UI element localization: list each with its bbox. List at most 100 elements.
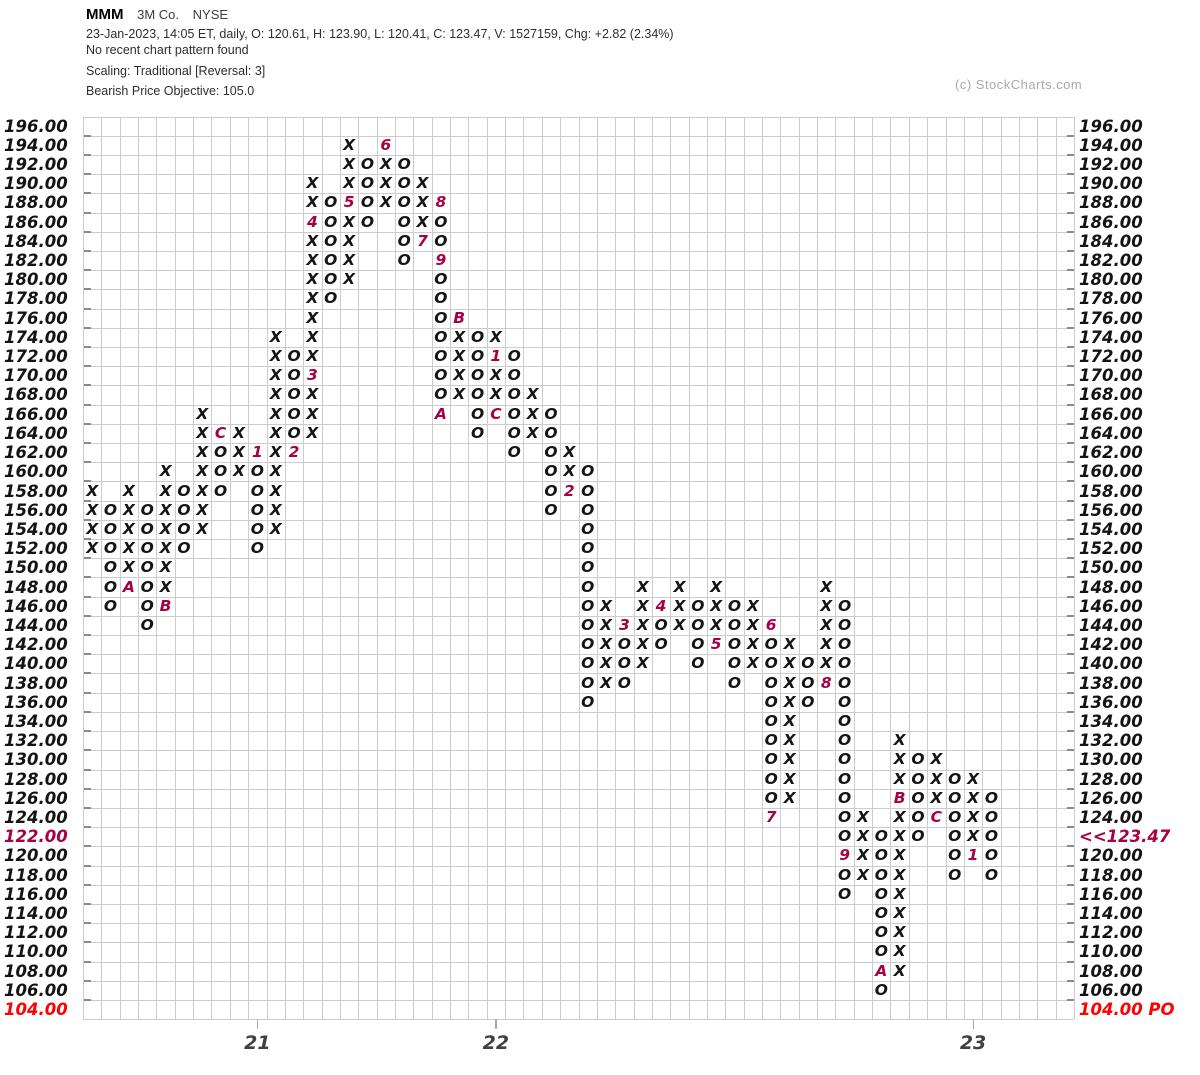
right-axis-tick [1066,787,1074,790]
pnf-glyph-o: O [287,404,301,423]
pnf-glyph-x: X [343,212,356,231]
pnf-glyph-o: O [691,596,705,615]
left-axis-tick [83,768,91,771]
pnf-glyph-o: O [140,519,154,538]
pnf-glyph-x: X [783,788,796,807]
pnf-glyph-x: X [306,251,319,270]
gridline-vertical [817,116,819,1020]
left-axis-tick [83,979,91,982]
pnf-glyph-x: X [930,750,943,769]
pnf-glyph-o: O [838,788,852,807]
pnf-month-marker: B [159,596,172,615]
pnf-month-marker: 5 [343,193,355,212]
pnf-glyph-o: O [470,385,485,404]
gridline-vertical [743,116,745,1020]
price-label-right: <<123.47 [1079,827,1171,847]
pnf-glyph-o: O [250,462,264,481]
gridline-horizontal [83,174,1074,176]
gridline-horizontal [83,443,1074,444]
left-axis-tick [83,576,91,579]
pnf-glyph-o: O [764,654,778,673]
price-label-left: 150.00 [4,558,68,578]
gridline-horizontal [83,116,1074,118]
pnf-glyph-o: O [874,904,888,923]
price-label-left: 190.00 [4,174,68,194]
pnf-glyph-x: X [967,808,980,827]
pnf-glyph-o: O [874,865,888,884]
pnf-glyph-o: O [874,980,888,999]
pnf-glyph-o: O [838,884,852,903]
left-axis-tick [83,557,91,560]
pnf-glyph-o: O [911,808,925,827]
pnf-glyph-o: O [434,327,448,346]
pnf-glyph-o: O [838,711,852,730]
price-label-right: 174.00 [1079,327,1143,347]
gridline-horizontal [83,404,1074,406]
pnf-glyph-x: X [122,519,135,538]
gridline-vertical [780,116,782,1020]
gridline-horizontal [83,366,1074,368]
pnf-glyph-o: O [140,558,154,577]
gridline-vertical [83,116,84,1020]
ticker-symbol: MMM [86,6,124,23]
gridline-horizontal [83,711,1074,713]
left-axis-tick [83,288,91,291]
gridline-horizontal [83,884,1074,886]
pnf-month-marker: A [434,404,447,423]
pnf-glyph-o: O [397,251,411,270]
left-axis-tick [83,173,91,176]
left-axis-tick [83,691,91,694]
pnf-glyph-x: X [269,519,282,538]
pnf-glyph-x: X [122,481,135,500]
right-axis-tick [1066,845,1074,848]
pnf-month-marker: B [453,308,466,327]
right-axis-tick [1066,806,1074,809]
pnf-glyph-x: X [783,635,796,654]
price-label-right: 104.00 PO [1079,1000,1175,1020]
gridline-horizontal [83,270,1074,272]
pnf-month-marker: 4 [655,596,667,615]
pnf-glyph-o: O [324,193,338,212]
pnf-glyph-x: X [600,615,612,634]
gridline-horizontal [83,135,1074,137]
left-axis-tick [83,710,91,713]
price-label-right: 140.00 [1079,654,1143,674]
pnf-glyph-x: X [306,308,319,327]
right-axis-tick [1066,749,1074,752]
left-axis-tick [83,365,91,368]
pnf-glyph-o: O [581,577,595,596]
left-axis-tick [83,595,91,598]
pnf-glyph-x: X [673,615,686,634]
price-label-left: 110.00 [4,942,68,962]
pnf-glyph-x: X [196,443,209,462]
pnf-glyph-x: X [159,577,172,596]
pnf-glyph-x: X [893,923,906,942]
right-axis-tick [1066,403,1074,406]
pnf-glyph-o: O [581,481,595,500]
gridline-horizontal [83,615,1074,617]
pnf-glyph-x: X [489,327,502,346]
gridline-vertical [119,116,121,1020]
price-label-left: 146.00 [4,596,68,616]
pnf-glyph-o: O [764,635,778,654]
pnf-glyph-x: X [343,155,356,173]
year-tick [972,1019,975,1030]
pnf-glyph-o: O [507,366,521,385]
pnf-glyph-x: X [526,404,539,423]
pnf-glyph-o: O [177,500,191,519]
pnf-glyph-x: X [453,385,466,404]
pnf-glyph-x: X [856,846,869,865]
pnf-glyph-x: X [269,443,282,462]
pnf-glyph-x: X [710,596,723,615]
left-axis-tick [83,941,91,944]
left-axis-tick [83,192,91,195]
left-axis-tick [83,960,91,963]
pnf-glyph-o: O [764,731,778,750]
gridline-horizontal [83,942,1074,944]
right-axis-tick [1066,653,1074,656]
year-label: 22 [482,1032,510,1055]
pnf-glyph-x: X [453,327,466,346]
pnf-glyph-x: X [196,500,209,519]
pnf-glyph-x: X [636,577,649,596]
pnf-glyph-x: X [710,577,723,596]
